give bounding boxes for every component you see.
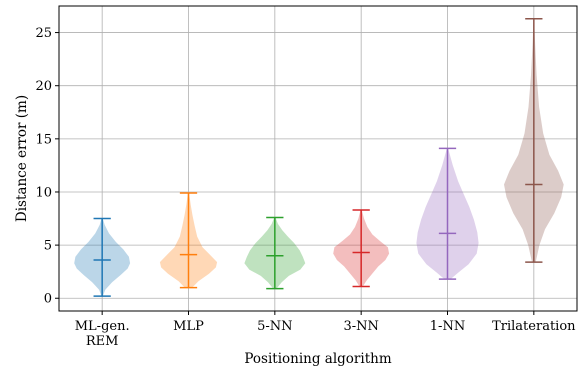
x-tick-label: MLP: [173, 319, 204, 334]
plot-frame: [58, 5, 578, 312]
x-tick-label: 1-NN: [430, 319, 465, 334]
grid-lines: [59, 6, 577, 311]
y-tick-label: 5: [44, 239, 52, 254]
y-tick-label: 25: [35, 26, 52, 41]
y-tick-label: 0: [44, 292, 52, 307]
y-tick-label: 15: [35, 132, 52, 147]
x-tick-label: 5-NN: [257, 319, 292, 334]
y-axis-label: Distance error (m): [14, 95, 30, 222]
violin-group: [74, 18, 564, 297]
x-axis-ticks: ML-gen. REM MLP 5-NN 3-NN 1-NN Trilateration: [75, 311, 576, 349]
x-tick-label: Trilateration: [492, 319, 576, 334]
x-tick-label: ML-gen. REM: [75, 319, 130, 349]
x-axis-label: Positioning algorithm: [244, 351, 391, 367]
y-axis-ticks: 0 5 10 15 20 25: [35, 26, 59, 307]
y-tick-label: 10: [35, 185, 52, 200]
x-tick-label: 3-NN: [343, 319, 378, 334]
y-tick-label: 20: [35, 79, 52, 94]
